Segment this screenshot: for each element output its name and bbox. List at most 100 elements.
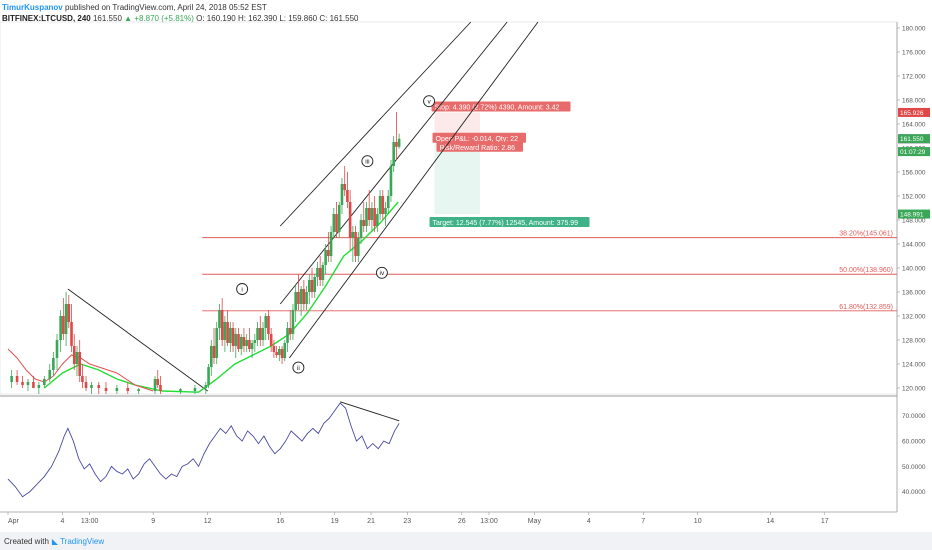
candle-41 <box>231 328 235 346</box>
candle-31 <box>204 385 208 388</box>
y-tick-label-10: 140.000 <box>902 266 926 273</box>
axes[interactable]: 180.000176.000172.000168.000164.000160.0… <box>7 26 930 526</box>
candle-36 <box>218 310 221 328</box>
candle-1 <box>15 376 19 382</box>
rr-label: Risk/Reward Ratio: 2.86 <box>440 145 516 152</box>
y-tick-label-11: 136.000 <box>902 290 926 297</box>
candle-81 <box>340 184 344 205</box>
candle-18 <box>81 376 84 382</box>
wave-label-3: iv <box>380 270 385 277</box>
trend-line[interactable] <box>67 288 208 392</box>
price-tag-bg-0 <box>898 107 930 117</box>
candle-54 <box>267 316 270 334</box>
candle-50 <box>256 328 259 340</box>
candle-66 <box>299 289 303 304</box>
candle-24 <box>126 388 130 391</box>
target-label-bg <box>429 217 590 228</box>
rsi-line[interactable] <box>7 402 400 498</box>
position-tool[interactable]: Stop: 4.390 (2.72%) 4390, Amount: 3.42 Op… <box>429 101 590 228</box>
candle-9 <box>55 340 59 358</box>
x-tick-label-10: 13:00 <box>480 518 498 525</box>
candle-34 <box>212 346 216 358</box>
price-chart[interactable]: Stop: 4.390 (2.72%) 4390, Amount: 3.42 Op… <box>0 0 932 532</box>
wave-circle-2[interactable] <box>361 155 374 168</box>
footer-created-with: Created with <box>4 536 49 546</box>
candle-85 <box>351 232 355 238</box>
x-tick-label-7: 21 <box>367 518 375 525</box>
candle-72 <box>316 268 319 277</box>
candle-60 <box>283 343 287 358</box>
candle-26 <box>153 379 157 391</box>
ema-green-line <box>43 201 399 393</box>
candle-29 <box>179 389 182 391</box>
candle-10 <box>59 316 62 340</box>
candle-94 <box>376 214 379 226</box>
candle-6 <box>43 379 46 385</box>
fib-label-2: 61.80%(132.859) <box>839 304 893 311</box>
rsi-divergence-line[interactable] <box>340 401 400 422</box>
candle-15 <box>72 346 76 364</box>
candle-99 <box>389 166 393 196</box>
candle-97 <box>384 208 387 214</box>
rsi-tick-label-1: 60.0000 <box>902 439 926 446</box>
candle-20 <box>90 385 93 388</box>
up-arrow-icon: ▲ <box>124 14 133 23</box>
y-tick-label-6: 156.000 <box>902 170 926 177</box>
candle-40 <box>229 328 232 343</box>
candle-30 <box>193 388 197 391</box>
y-tick-label-15: 120.000 <box>902 386 926 393</box>
candle-76 <box>327 250 330 256</box>
candle-75 <box>324 250 327 265</box>
candle-61 <box>286 328 289 343</box>
chart-grid <box>0 21 898 513</box>
candle-68 <box>305 292 308 304</box>
candle-23 <box>115 388 119 391</box>
candle-39 <box>226 322 229 343</box>
candle-58 <box>278 349 281 355</box>
candle-56 <box>272 346 276 352</box>
candle-71 <box>313 277 317 292</box>
candle-32 <box>207 367 210 385</box>
candle-13 <box>67 304 71 322</box>
price-tag-2: 161.550 <box>900 136 924 143</box>
candle-101 <box>395 142 398 147</box>
candle-64 <box>294 292 297 310</box>
y-tick-label-2: 172.000 <box>902 74 926 81</box>
last-price: 161.550 <box>92 14 122 23</box>
author-name[interactable]: TimurKuspanov <box>2 3 63 12</box>
candle-38 <box>223 322 227 340</box>
x-tick-label-11: May <box>528 518 542 525</box>
fib-label-0: 38.20%(145.061) <box>839 231 893 238</box>
rsi-panel[interactable] <box>7 401 400 498</box>
candle-22 <box>104 388 108 391</box>
wave-label-4: v <box>427 99 431 106</box>
chart-header: TimurKuspanov published on TradingView.c… <box>2 2 359 24</box>
open-pl-label: Open P&L: -0.014, Qty: 22 <box>436 136 519 143</box>
symbol-label[interactable]: BITFINEX:LTCUSD, 240 <box>2 14 91 23</box>
channel-line-0[interactable] <box>279 21 472 227</box>
candle-53 <box>264 316 268 328</box>
candle-33 <box>209 346 213 367</box>
publish-info: published on TradingView.com, April 24, … <box>64 3 267 12</box>
stop-label: Stop: 4.390 (2.72%) 4390, Amount: 3.42 <box>435 104 560 111</box>
y-tick-label-4: 164.000 <box>902 122 926 129</box>
candle-88 <box>359 220 363 238</box>
candle-52 <box>261 328 265 340</box>
candle-91 <box>367 208 371 220</box>
channel-line-2[interactable] <box>288 21 539 359</box>
x-tick-label-4: 12 <box>204 518 212 525</box>
wave-circle-0[interactable] <box>236 283 249 295</box>
footer-brand[interactable]: TradingView <box>60 536 105 546</box>
wave-circle-1[interactable] <box>292 361 305 374</box>
x-tick-label-8: 23 <box>403 518 411 525</box>
candle-67 <box>302 289 306 304</box>
x-tick-label-0: Apr <box>8 518 20 525</box>
candle-98 <box>386 196 390 208</box>
candle-44 <box>239 337 243 349</box>
wave-circle-3[interactable] <box>375 266 388 279</box>
wave-circle-4[interactable] <box>423 95 436 108</box>
candle-74 <box>321 265 325 280</box>
candle-78 <box>332 214 336 232</box>
y-tick-label-1: 176.000 <box>902 50 926 57</box>
